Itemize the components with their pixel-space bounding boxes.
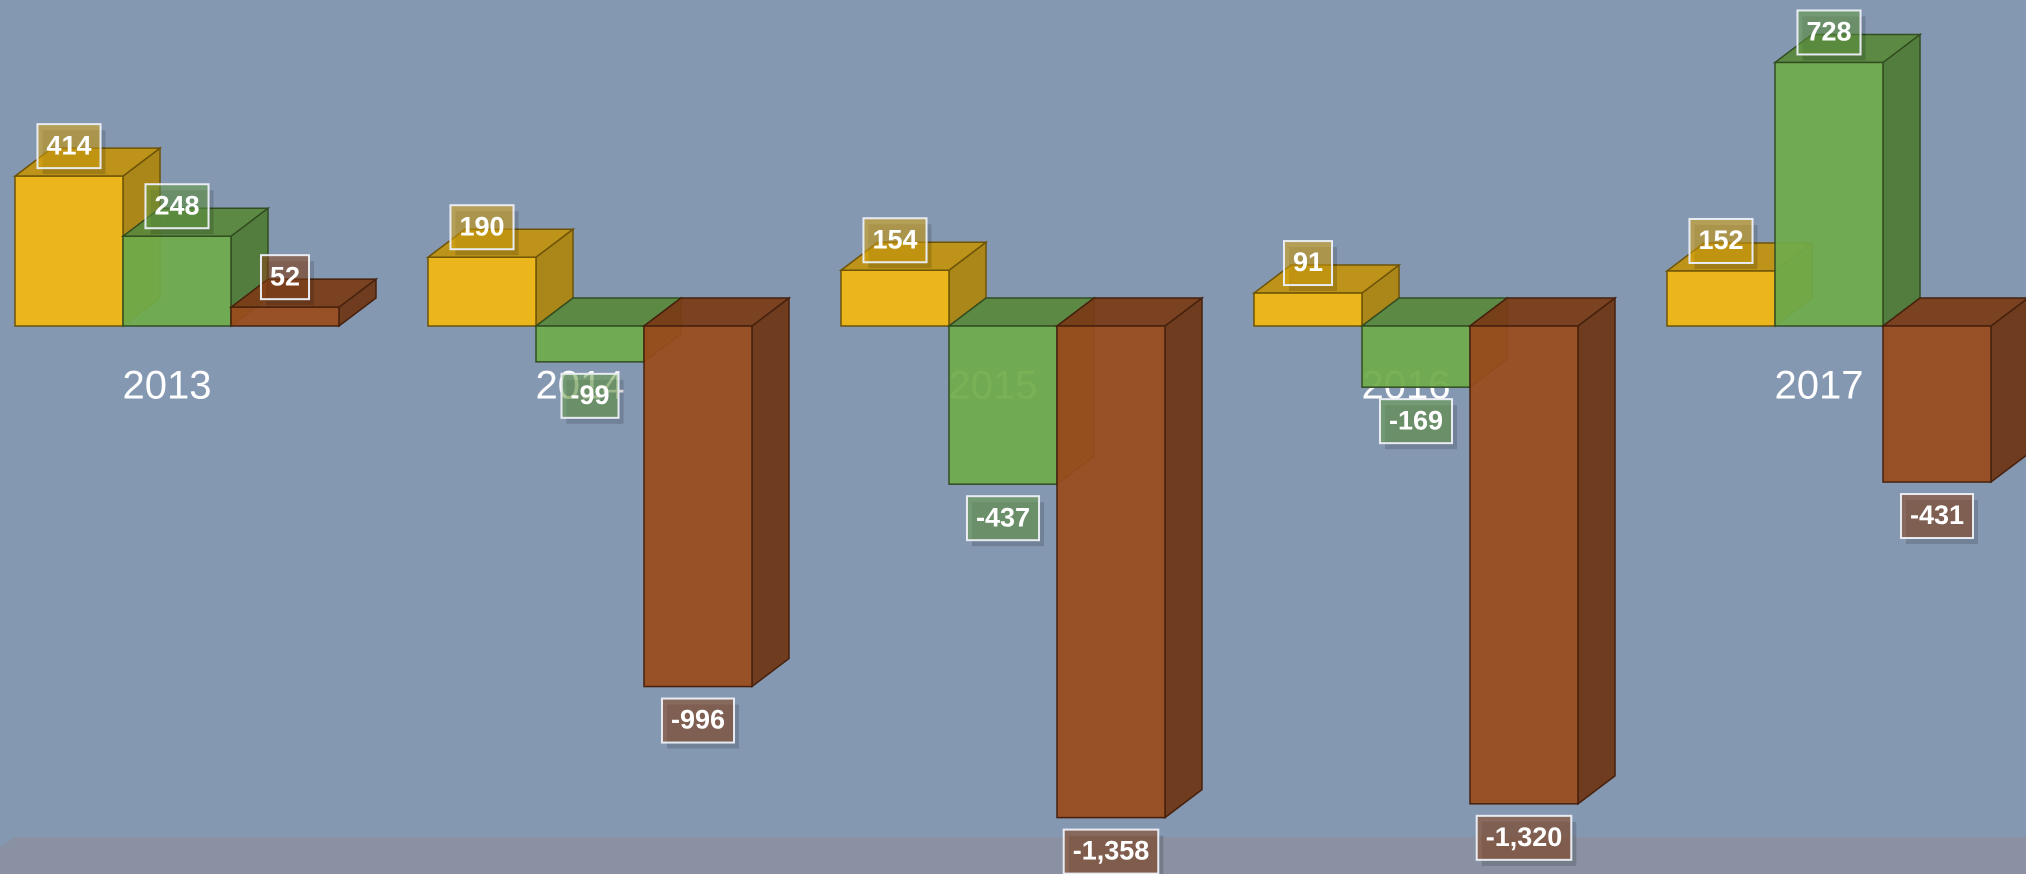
bar	[122, 235, 232, 327]
bar	[948, 325, 1058, 485]
bar-side	[1882, 32, 1921, 328]
data-label-text: 190	[459, 211, 504, 241]
data-label-text: 91	[1293, 247, 1323, 277]
bar	[1469, 325, 1579, 805]
data-label-text: -437	[976, 502, 1030, 532]
data-label-box	[660, 697, 736, 744]
data-label: -169	[1378, 398, 1458, 450]
bar-side	[1990, 298, 2026, 484]
data-label-box	[1282, 240, 1334, 287]
data-label: 190	[449, 204, 519, 256]
x-tick-label: 2013	[123, 364, 212, 408]
bar	[1056, 325, 1166, 819]
bar	[1253, 292, 1363, 327]
bar	[840, 269, 950, 327]
data-label-text: -996	[671, 705, 725, 735]
data-label-text: 52	[270, 261, 300, 291]
data-label: 154	[862, 217, 932, 269]
data-label-text: 728	[1806, 17, 1851, 47]
bar	[230, 306, 340, 327]
data-label-box	[1796, 9, 1862, 56]
data-label: 91	[1282, 240, 1338, 292]
bar-side	[1577, 296, 1616, 806]
data-label-text: 248	[154, 190, 199, 220]
data-label-box	[560, 372, 620, 419]
data-label-box	[449, 204, 515, 251]
bar	[427, 256, 537, 327]
data-label-text: 154	[872, 224, 917, 254]
data-label-text: 152	[1698, 225, 1743, 255]
bar	[643, 325, 753, 688]
data-label-text: -169	[1389, 405, 1443, 435]
data-label-text: -431	[1910, 500, 1964, 530]
data-label: -1,358	[1062, 828, 1164, 874]
data-label-box	[1899, 493, 1975, 540]
data-label-box	[144, 183, 210, 230]
x-tick-label: 2017	[1775, 364, 1864, 408]
bar	[1774, 61, 1884, 327]
data-label: -437	[965, 495, 1045, 547]
bar	[1361, 325, 1471, 388]
data-label: 152	[1688, 217, 1758, 269]
data-label: -1,320	[1475, 814, 1577, 866]
bar	[1666, 270, 1776, 327]
bar	[14, 175, 124, 327]
data-label-box	[1475, 814, 1573, 861]
bar-side	[751, 296, 790, 689]
data-label: 52	[259, 254, 315, 306]
data-label: -431	[1899, 493, 1979, 545]
data-label-box	[862, 217, 928, 264]
data-label: 728	[1796, 9, 1866, 61]
data-label-text: -1,320	[1486, 822, 1563, 852]
data-label-box	[36, 123, 102, 170]
data-label-text: -99	[570, 380, 609, 410]
bar-side	[1164, 296, 1203, 820]
data-label: 414	[36, 123, 106, 175]
bar	[535, 325, 645, 363]
data-label-box	[1688, 217, 1754, 264]
data-label-box	[965, 495, 1041, 542]
data-label: 248	[144, 183, 214, 235]
data-label-box	[1378, 398, 1454, 445]
data-label: -99	[560, 372, 624, 424]
floor	[0, 837, 2026, 874]
data-label-text: -1,358	[1073, 836, 1150, 866]
data-label-box	[259, 254, 311, 301]
data-label-text: 414	[46, 130, 91, 160]
data-label: -996	[660, 697, 740, 749]
bar	[1882, 325, 1992, 483]
